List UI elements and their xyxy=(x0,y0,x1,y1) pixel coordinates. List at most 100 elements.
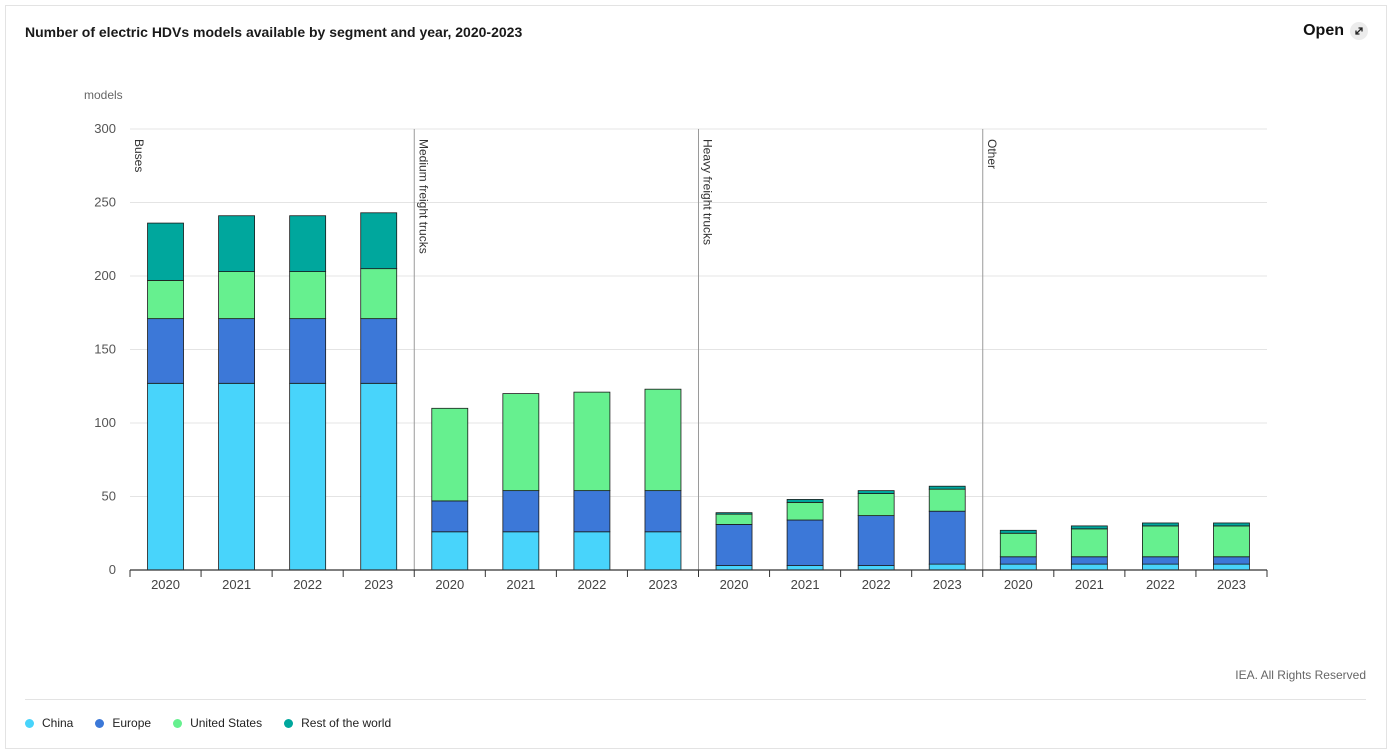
legend-item[interactable]: Europe xyxy=(95,716,151,730)
bar-segment xyxy=(1142,563,1179,571)
bar-segment xyxy=(218,318,255,384)
legend-swatch xyxy=(284,718,294,728)
bar-segment xyxy=(999,532,1037,558)
bar-segment xyxy=(857,490,895,494)
expand-arrow-icon xyxy=(1350,22,1368,40)
bar-segment xyxy=(1070,556,1108,565)
bar-segment xyxy=(147,382,184,571)
bar-segment xyxy=(857,515,895,566)
bar-segment xyxy=(999,556,1037,565)
bar-segment xyxy=(715,512,753,515)
x-tick-label: 2021 xyxy=(1075,577,1104,592)
bar-segment xyxy=(147,318,184,384)
bar-segment xyxy=(1070,525,1108,530)
bar-segment xyxy=(644,531,682,571)
bar-segment xyxy=(786,519,824,566)
y-tick-label: 0 xyxy=(109,562,116,577)
bar-segment xyxy=(289,382,327,571)
y-tick-label: 50 xyxy=(102,489,116,504)
bar-segment xyxy=(502,393,540,492)
segment-label: Buses xyxy=(132,139,146,172)
legend-swatch xyxy=(25,718,34,728)
bar-segment xyxy=(360,382,398,571)
bar-segment xyxy=(1142,525,1179,558)
bar-segment xyxy=(431,407,469,502)
legend-item[interactable]: China xyxy=(25,716,73,730)
bar-segment xyxy=(715,513,753,525)
bar-segment xyxy=(786,565,824,571)
bar-segment xyxy=(928,510,966,565)
bar-segment xyxy=(1142,556,1179,565)
legend-label: Europe xyxy=(112,716,152,730)
legend: China Europe United States Rest of the worl… xyxy=(25,716,391,730)
bar-segment xyxy=(1142,522,1179,527)
x-tick-label: 2023 xyxy=(364,577,393,592)
copyright-credit: IEA. All Rights Reserved xyxy=(1235,668,1366,682)
legend-swatch xyxy=(95,718,105,728)
bar-segment xyxy=(573,490,611,533)
bar-segment xyxy=(218,271,255,320)
bar-segment xyxy=(857,493,895,517)
bar-segment xyxy=(1213,522,1250,527)
axes: 0 50 100 150 200 250 300 Buses 2020 2021 2022 2023 M… xyxy=(94,121,1268,592)
bar-segment xyxy=(715,565,753,571)
bar-segment xyxy=(431,531,469,571)
segment-label: Other xyxy=(985,139,999,169)
x-tick-label: 2023 xyxy=(933,577,962,592)
bar-segment xyxy=(786,501,824,521)
legend-swatch xyxy=(173,718,183,728)
x-tick-label: 2022 xyxy=(577,577,606,592)
x-tick-label: 2020 xyxy=(151,577,180,592)
x-tick-label: 2023 xyxy=(1217,577,1246,592)
y-tick-label: 300 xyxy=(94,121,116,136)
x-tick-label: 2022 xyxy=(293,577,322,592)
bar-segment xyxy=(289,318,327,384)
y-tick-label: 100 xyxy=(94,415,116,430)
x-tick-label: 2021 xyxy=(791,577,820,592)
legend-item[interactable]: Rest of the world xyxy=(284,716,391,730)
bar-segment xyxy=(218,382,255,571)
bar-segment xyxy=(147,280,184,320)
bar-segment xyxy=(360,318,398,384)
bar-segment xyxy=(928,563,966,571)
bar-segment xyxy=(360,212,398,270)
x-tick-label: 2021 xyxy=(222,577,251,592)
bar-segment xyxy=(644,388,682,492)
bar-segment xyxy=(928,485,966,490)
bar-segment xyxy=(502,490,540,533)
bar-segment xyxy=(289,215,327,272)
bar-segment xyxy=(502,531,540,571)
legend-label: China xyxy=(42,716,74,730)
y-tick-label: 250 xyxy=(94,195,116,210)
x-tick-label: 2020 xyxy=(720,577,749,592)
stacked-bar-chart: models 0 50 100 150 200 250 300 Buses 2020 2021 20… xyxy=(84,88,1268,592)
bar-segment xyxy=(999,563,1037,571)
bar-segment xyxy=(786,499,824,503)
bar-segment xyxy=(360,268,398,320)
legend-item[interactable]: United States xyxy=(173,716,262,730)
bar-segment xyxy=(218,215,255,272)
y-axis-unit-label: models xyxy=(84,88,123,102)
legend-label: Rest of the world xyxy=(301,716,392,730)
bar-segment xyxy=(289,271,327,320)
open-button[interactable]: Open xyxy=(1303,22,1368,40)
bar-segment xyxy=(1213,525,1250,558)
bar-segment xyxy=(1213,556,1250,565)
bar-segment xyxy=(715,524,753,566)
bar-segment xyxy=(1070,528,1108,558)
segment-label: Heavy freight trucks xyxy=(701,139,715,245)
bar-segment xyxy=(999,529,1037,534)
x-tick-label: 2023 xyxy=(649,577,678,592)
legend-divider xyxy=(25,699,1366,700)
bar-segment xyxy=(1213,563,1250,571)
bar-segment xyxy=(573,531,611,571)
bar-segment xyxy=(1070,563,1108,571)
x-tick-label: 2020 xyxy=(435,577,464,592)
bar-segment xyxy=(431,500,469,533)
segment-label: Medium freight trucks xyxy=(416,139,430,254)
bars xyxy=(147,212,1250,571)
bar-segment xyxy=(147,222,184,281)
legend-label: United States xyxy=(190,716,263,730)
x-tick-label: 2022 xyxy=(862,577,891,592)
bar-segment xyxy=(928,488,966,512)
